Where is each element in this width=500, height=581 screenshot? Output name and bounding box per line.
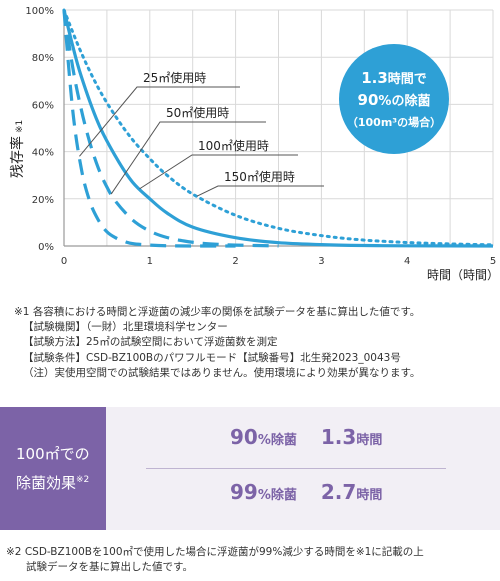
y-tick-label: 100% [25,6,54,17]
x-tick-label: 5 [490,256,496,267]
y-axis-label: 残存率※1 [9,120,26,178]
effect-heading-line-1: 100㎡での [16,445,90,463]
y-tick-label: 80% [32,53,54,64]
x-tick-label: 0 [61,256,67,267]
callout-leader-1 [79,86,240,157]
bubble-hours-value: 1.3 [361,69,388,87]
bubble-hours-unit: 時間で [387,72,427,87]
effect-row-90: 90%除菌 1.3時間 [230,425,382,449]
effect-heading-note: ※2 [76,475,90,485]
series-line-2 [62,9,279,248]
highlight-bubble: 1.3時間で 90%の除菌 （100m³の場合） [339,44,449,154]
bubble-rate-unit: %の除菌 [378,94,431,109]
x-tick-label: 2 [232,256,238,267]
note-line-3: 【試験方法】25㎡の試験空間において浮遊菌数を測定 [23,336,278,349]
callout-label-3: 100㎡使用時 [198,138,269,153]
test-notes: ※1 各容積における時間と浮遊菌の減少率の関係を試験データを基に算出した値です。… [14,305,494,381]
effect-rate-value: 99 [230,480,258,504]
note-line-5: （注）実使用空間での試験結果ではありません。使用環境により効果が異なります。 [23,366,421,379]
note-line-2: 【試験機関】（一財）北里環境科学センター [23,321,228,334]
effect-rate-unit: %除菌 [257,433,297,448]
callout-label-1: 25㎡使用時 [143,70,206,85]
bubble-condition: （100m³の場合） [346,116,442,129]
note-line-1: ※1 各容積における時間と浮遊菌の減少率の関係を試験データを基に算出した値です。 [14,306,421,318]
effect-time-unit: 時間 [356,488,383,503]
sterilization-effect-panel: 100㎡での 除菌効果※2 90%除菌 1.3時間 99%除菌 2.7時間 [0,407,500,530]
effect-row-99: 99%除菌 2.7時間 [230,480,382,504]
x-axis-label: 時間（時間） [427,268,499,282]
chart-ticks: 0 1 2 3 4 5 0% 20% 40% 60% 80% 100% [25,6,496,267]
footnote-line-2: 試験データを基に算出した値です。 [26,561,193,573]
y-tick-label: 0% [38,242,54,253]
callout-label-2: 50㎡使用時 [166,105,229,120]
effect-heading: 100㎡での 除菌効果※2 [0,407,106,530]
callout-leader-2 [110,121,266,195]
x-tick-label: 1 [147,256,153,267]
x-tick-label: 3 [318,256,324,267]
effect-rate-unit: %除菌 [257,488,297,503]
y-tick-label: 40% [32,148,54,159]
effect-time-value: 1.3 [320,425,357,449]
chart-series [62,8,495,248]
callout-leader-4 [196,185,324,197]
x-tick-label: 4 [404,256,410,267]
y-tick-label: 60% [32,100,54,111]
note-line-4: 【試験条件】CSD-BZ100Bのパワフルモード【試験番号】北生発2023_00… [23,351,401,364]
footnote: ※2 CSD-BZ100Bを100㎡で使用した場合に浮遊菌が99%減少する時間を… [6,545,496,575]
effect-divider [146,468,446,469]
series-line-3 [62,9,494,248]
footnote-line-1: ※2 CSD-BZ100Bを100㎡で使用した場合に浮遊菌が99%減少する時間を… [6,546,424,558]
effect-heading-line-2: 除菌効果 [16,474,77,492]
callout-leader-3 [139,154,298,190]
effect-rate-value: 90 [230,425,258,449]
series-callouts: 25㎡使用時 50㎡使用時 100㎡使用時 150㎡使用時 [79,70,324,197]
bubble-rate-value: 90 [357,91,379,109]
residual-rate-chart: 25㎡使用時 50㎡使用時 100㎡使用時 150㎡使用時 0 1 2 3 4 5 0% 20% 40… [9,6,499,282]
effect-time-value: 2.7 [320,480,357,504]
y-tick-label: 20% [32,195,54,206]
callout-label-4: 150㎡使用時 [224,169,295,184]
series-line-1 [62,9,236,248]
effect-time-unit: 時間 [356,433,383,448]
